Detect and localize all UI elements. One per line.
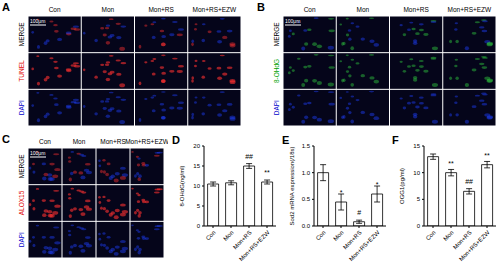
svg-text:*: *	[376, 181, 379, 188]
svg-text:Con: Con	[205, 229, 217, 241]
svg-text:#: #	[357, 209, 361, 216]
svg-text:Mon: Mon	[357, 6, 370, 13]
svg-text:10: 10	[413, 170, 420, 176]
svg-text:OGG1(pg/ml): OGG1(pg/ml)	[399, 168, 405, 204]
svg-text:1.0: 1.0	[302, 170, 311, 176]
svg-text:Mon: Mon	[332, 229, 344, 241]
svg-text:DAPI: DAPI	[273, 100, 280, 115]
svg-text:1.5: 1.5	[302, 143, 311, 149]
svg-text:20: 20	[193, 143, 200, 149]
svg-text:**: **	[264, 169, 270, 176]
svg-text:MERGE: MERGE	[18, 154, 25, 179]
svg-text:MERGE: MERGE	[273, 22, 280, 47]
svg-text:Con: Con	[304, 6, 316, 13]
svg-text:Mon+RS: Mon+RS	[403, 6, 429, 13]
svg-text:8-OHdG(ng/ml): 8-OHdG(ng/ml)	[179, 165, 185, 206]
svg-text:TUNEL: TUNEL	[18, 60, 25, 82]
svg-text:100μm: 100μm	[30, 150, 45, 156]
svg-text:Mon+RS+EZW: Mon+RS+EZW	[448, 6, 492, 13]
svg-text:5: 5	[197, 203, 201, 209]
svg-text:ALOX15: ALOX15	[18, 190, 25, 215]
html-text:E: E	[282, 134, 290, 146]
svg-text:Mon: Mon	[102, 6, 115, 13]
svg-text:**: **	[448, 160, 454, 167]
svg-text:Mon+RS+EZW: Mon+RS+EZW	[125, 138, 168, 145]
svg-text:Sod2 mRNA expression(/18s): Sod2 mRNA expression(/18s)	[289, 146, 295, 225]
svg-text:Mon: Mon	[222, 229, 234, 241]
svg-text:Mon+RS: Mon+RS	[100, 138, 126, 145]
html-text:F: F	[392, 134, 399, 146]
svg-text:Mon: Mon	[73, 138, 86, 145]
svg-text:0: 0	[197, 223, 201, 229]
svg-text:*: *	[340, 189, 343, 196]
svg-text:Mon+RS: Mon+RS	[148, 6, 174, 13]
svg-text:Con: Con	[49, 6, 61, 13]
svg-text:100μm: 100μm	[285, 18, 300, 24]
svg-text:DAPI: DAPI	[18, 232, 25, 247]
svg-text:Mon: Mon	[442, 229, 454, 241]
svg-text:5: 5	[417, 196, 421, 202]
svg-text:Mon+RS+EZW: Mon+RS+EZW	[348, 229, 381, 262]
svg-text:C: C	[8, 133, 10, 145]
svg-text:**: **	[484, 152, 490, 159]
svg-text:Mon+RS+EZW: Mon+RS+EZW	[193, 6, 238, 13]
svg-text:DAPI: DAPI	[18, 100, 25, 115]
svg-text:MERGE: MERGE	[18, 22, 25, 47]
html-text:D: D	[172, 134, 180, 146]
svg-text:Con: Con	[39, 138, 51, 145]
svg-text:##: ##	[245, 153, 253, 160]
svg-text:0.5: 0.5	[302, 196, 311, 202]
svg-text:##: ##	[465, 178, 473, 185]
svg-text:0: 0	[417, 223, 421, 229]
svg-text:10: 10	[193, 183, 200, 189]
svg-text:A: A	[8, 1, 10, 13]
svg-text:100μm: 100μm	[30, 18, 45, 24]
svg-text:Mon+RS+EZW: Mon+RS+EZW	[238, 229, 271, 262]
svg-text:Mon+RS+EZW: Mon+RS+EZW	[458, 229, 491, 262]
svg-text:Con: Con	[315, 229, 327, 241]
svg-text:8-OHdG: 8-OHdG	[273, 59, 280, 83]
svg-text:Con: Con	[425, 229, 437, 241]
svg-text:15: 15	[193, 163, 200, 169]
svg-text:B: B	[257, 1, 265, 13]
svg-text:0.0: 0.0	[302, 223, 311, 229]
svg-text:15: 15	[413, 143, 420, 149]
